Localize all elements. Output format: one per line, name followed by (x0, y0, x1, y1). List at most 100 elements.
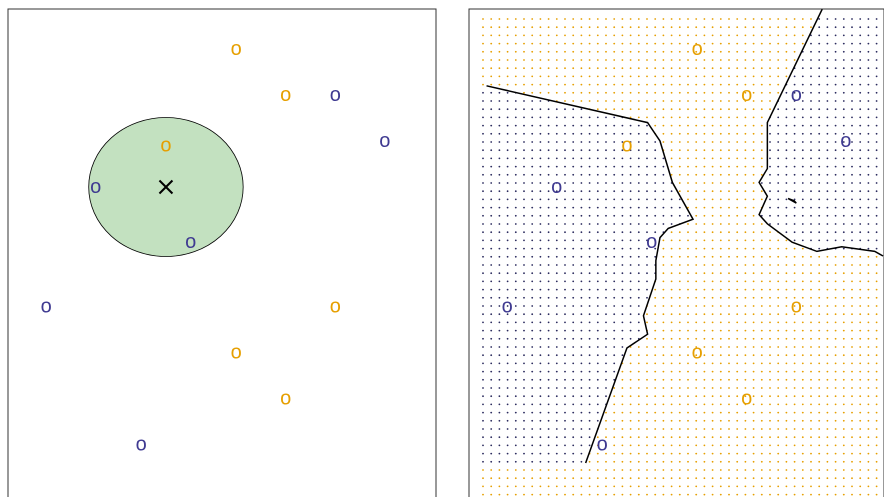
grid-dot (801, 436, 804, 439)
grid-dot (695, 100, 698, 102)
grid-dot (875, 50, 878, 53)
grid-dot (687, 321, 689, 324)
grid-dot (613, 67, 616, 70)
grid-dot (867, 190, 870, 193)
grid-dot (605, 452, 607, 455)
grid-dot (728, 255, 730, 258)
grid-dot (523, 100, 525, 102)
grid-dot (703, 444, 706, 447)
blue-class-point: o (791, 84, 802, 106)
grid-dot (752, 378, 755, 381)
grid-dot (547, 91, 550, 94)
grid-dot (867, 370, 870, 373)
orange-class-point: o (791, 296, 802, 318)
grid-dot (760, 83, 763, 86)
grid-dot (834, 198, 837, 201)
grid-dot (834, 436, 837, 439)
grid-dot (867, 132, 870, 135)
grid-dot (867, 378, 870, 381)
grid-dot (728, 403, 730, 406)
grid-dot (859, 272, 862, 275)
grid-dot (810, 198, 812, 201)
grid-dot (572, 157, 575, 160)
grid-dot (580, 411, 583, 414)
grid-dot (572, 34, 575, 37)
grid-dot (851, 26, 853, 29)
grid-dot (596, 75, 599, 78)
grid-dot (760, 452, 763, 455)
grid-dot (572, 288, 575, 291)
grid-dot (711, 288, 714, 291)
grid-dot (580, 296, 583, 299)
grid-dot (711, 493, 714, 496)
grid-dot (752, 108, 755, 111)
grid-dot (498, 296, 501, 299)
grid-dot (605, 346, 607, 348)
grid-dot (687, 42, 689, 45)
grid-dot (531, 124, 534, 127)
grid-dot (629, 444, 632, 447)
grid-dot (629, 477, 632, 480)
grid-dot (785, 485, 788, 488)
grid-dot (555, 132, 558, 135)
grid-dot (596, 182, 599, 184)
grid-dot (834, 132, 837, 135)
grid-dot (687, 124, 689, 127)
grid-dot (646, 108, 648, 111)
grid-dot (867, 50, 870, 53)
grid-dot (851, 18, 853, 20)
grid-dot (801, 296, 804, 299)
grid-dot (580, 452, 583, 455)
grid-dot (826, 387, 829, 389)
grid-dot (687, 182, 689, 184)
grid-dot (523, 165, 525, 168)
grid-dot (695, 190, 698, 193)
grid-dot (646, 198, 648, 201)
grid-dot (637, 18, 640, 20)
grid-dot (654, 428, 657, 430)
grid-dot (867, 231, 870, 234)
grid-dot (801, 18, 804, 20)
grid-dot (687, 378, 689, 381)
grid-dot (523, 34, 525, 37)
grid-dot (785, 354, 788, 357)
grid-dot (793, 362, 796, 365)
grid-dot (867, 493, 870, 496)
grid-dot (564, 362, 566, 365)
grid-dot (670, 91, 673, 94)
grid-dot (555, 444, 558, 447)
grid-dot (580, 141, 583, 143)
grid-dot (867, 100, 870, 102)
grid-dot (613, 370, 616, 373)
grid-dot (777, 214, 780, 217)
grid-dot (662, 378, 665, 381)
grid-dot (662, 247, 665, 250)
grid-dot (736, 157, 739, 160)
grid-dot (777, 370, 780, 373)
grid-dot (637, 378, 640, 381)
grid-dot (482, 116, 484, 119)
grid-dot (793, 141, 796, 143)
grid-dot (810, 378, 812, 381)
grid-dot (670, 428, 673, 430)
grid-dot (826, 223, 829, 225)
grid-dot (736, 280, 739, 283)
grid-dot (588, 206, 591, 209)
grid-dot (777, 247, 780, 250)
grid-dot (498, 354, 501, 357)
grid-dot (629, 436, 632, 439)
grid-dot (867, 198, 870, 201)
grid-dot (744, 436, 747, 439)
grid-dot (826, 18, 829, 20)
grid-dot (703, 362, 706, 365)
grid-dot (555, 116, 558, 119)
grid-dot (629, 67, 632, 70)
grid-dot (785, 378, 788, 381)
grid-dot (670, 198, 673, 201)
grid-dot (736, 296, 739, 299)
grid-dot (728, 288, 730, 291)
grid-dot (785, 337, 788, 340)
grid-dot (728, 108, 730, 111)
grid-dot (826, 403, 829, 406)
grid-dot (572, 346, 575, 348)
